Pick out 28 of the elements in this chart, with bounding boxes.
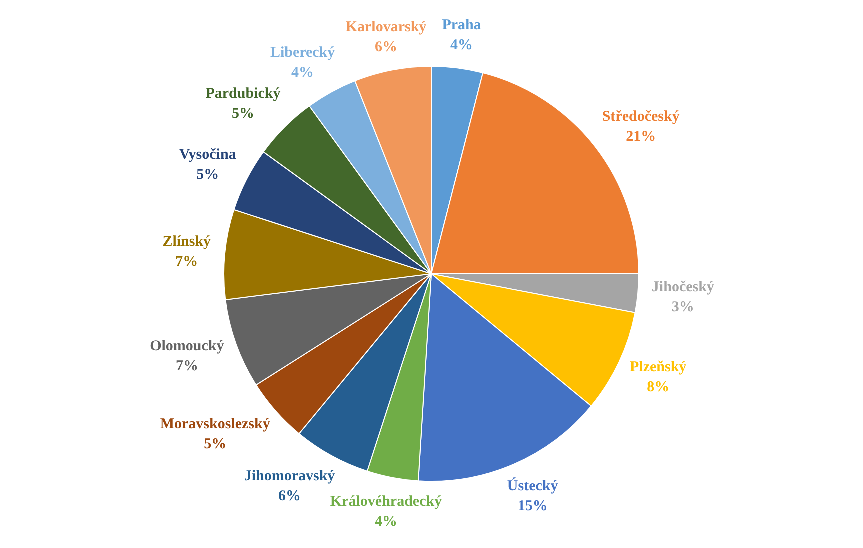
slice-label: Moravskoslezský [160, 416, 271, 433]
slice-label: Pardubický [206, 86, 282, 102]
slice-label: Královéhradecký [330, 494, 443, 510]
slice-label: Jihomoravský [244, 468, 336, 485]
slice-label: Olomoucký [150, 338, 225, 355]
data-label: 3% [672, 300, 694, 316]
data-label: 7% [176, 358, 198, 375]
data-label: 15% [518, 498, 548, 515]
slice-label: Praha [442, 17, 482, 34]
slice-label: Plzeňský [630, 360, 688, 376]
data-label: 6% [278, 488, 301, 505]
slice-label: Liberecký [270, 45, 336, 62]
data-label: 8% [647, 380, 670, 396]
data-label: 4% [450, 37, 474, 54]
slice-label: Zlínský [162, 234, 212, 250]
slice-label: Jihočeský [652, 280, 715, 296]
slice-label: Karlovarský [346, 20, 428, 36]
data-label: 5% [204, 436, 227, 453]
data-label: 5% [196, 167, 220, 184]
data-label: 4% [292, 65, 314, 82]
data-label: 4% [374, 514, 398, 530]
data-label: 7% [176, 254, 198, 270]
slice-label: Vysočina [179, 147, 237, 164]
slice-label: Ústecký [507, 478, 559, 495]
data-label: 6% [374, 40, 398, 56]
data-label: 5% [232, 106, 254, 122]
slice-label: Středočeský [602, 108, 680, 125]
data-label: 21% [626, 128, 656, 145]
